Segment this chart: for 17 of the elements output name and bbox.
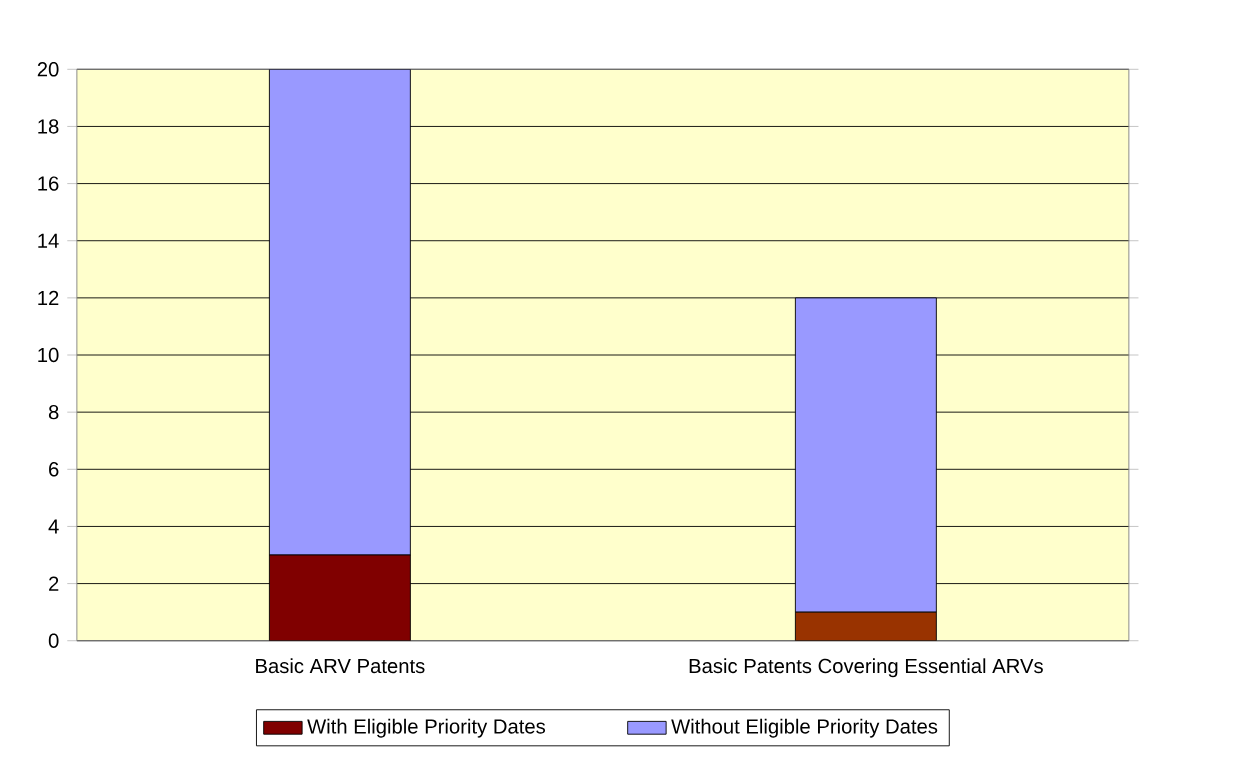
y-tick-label: 20 [37, 62, 59, 77]
legend-label: Without Eligible Priority Dates [671, 718, 938, 738]
x-tick-label: Basic ARV Patents [256, 658, 425, 674]
bar [268, 69, 411, 556]
y-tick-label: 2 [49, 576, 59, 591]
y-tick-label: 18 [38, 119, 59, 134]
y-tick-label: 4 [48, 519, 59, 534]
y-tick-label: 8 [48, 405, 59, 420]
bar [794, 297, 937, 613]
y-tick-label: 14 [38, 233, 59, 248]
y-tick-label: 6 [49, 462, 59, 477]
y-tick-label: 12 [38, 290, 59, 306]
y-tick-label: 0 [48, 633, 59, 649]
y-tick-label: 16 [38, 176, 59, 191]
legend-label: With Eligible Priority Dates [307, 718, 546, 738]
x-tick-label: Basic Patents Covering Essential ARVs [689, 658, 1043, 678]
y-tick-label: 10 [38, 347, 59, 363]
